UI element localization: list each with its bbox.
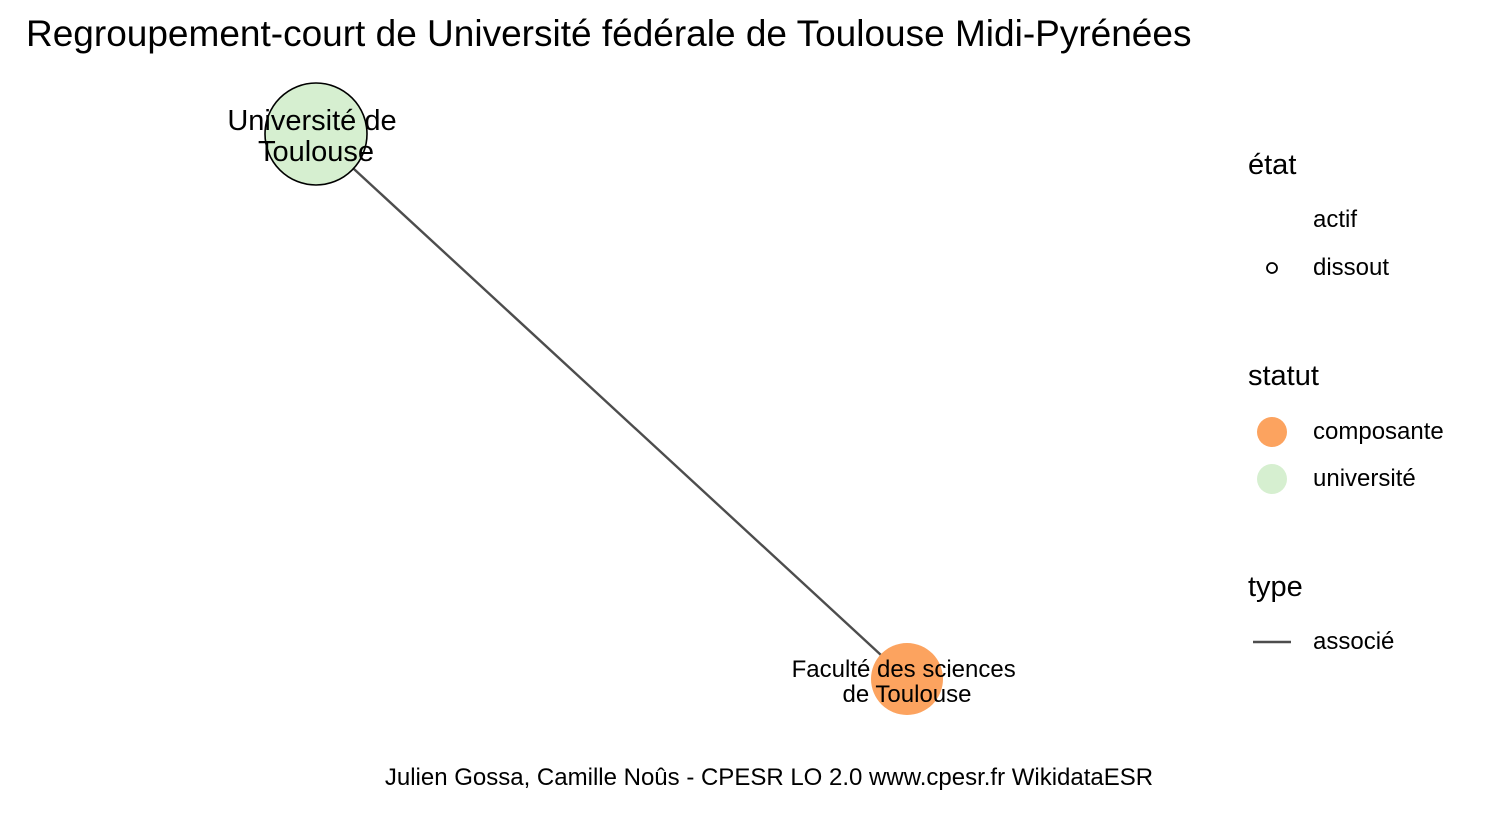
legend-label-dissout: dissout xyxy=(1313,254,1390,281)
node-label-faculte-des-sciences: Faculté des sciences de Toulouse xyxy=(792,656,1023,708)
node-label-line: de Toulouse xyxy=(843,681,972,708)
legend-key-universite-icon xyxy=(1257,464,1287,494)
node-circle-faculte-des-sciences xyxy=(871,643,943,715)
legend-key-associe-icon xyxy=(1253,640,1291,644)
legend-label-associe: associé xyxy=(1313,628,1395,655)
legend-title-statut: statut xyxy=(1248,360,1319,392)
node-label-universite-de-toulouse: Université de Toulouse xyxy=(227,105,404,168)
legend-label-universite: université xyxy=(1313,465,1416,492)
node-label-line: Université de xyxy=(227,105,396,137)
legend-label-actif: actif xyxy=(1313,206,1358,233)
caption: Julien Gossa, Camille Noûs - CPESR LO 2.… xyxy=(384,764,1154,791)
page-title: Regroupement-court de Université fédéral… xyxy=(26,13,1192,54)
legend-label-composante: composante xyxy=(1313,418,1444,445)
node-label-line: Toulouse xyxy=(258,136,374,168)
legend-key-actif xyxy=(1252,200,1292,240)
legend-key-dissout-icon xyxy=(1266,262,1278,274)
legend-key-composante-icon xyxy=(1257,417,1287,447)
graph-node-universite-de-toulouse[interactable]: Université de Toulouse xyxy=(227,82,404,186)
graph-edge-associe xyxy=(315,133,908,680)
graph-node-faculte-des-sciences[interactable]: Faculté des sciences de Toulouse xyxy=(792,643,1023,715)
legend-title-type: type xyxy=(1248,571,1303,603)
legend-title-etat: état xyxy=(1248,149,1297,181)
node-label-line: Faculté des sciences xyxy=(792,656,1016,683)
node-circle-universite-de-toulouse xyxy=(264,82,368,186)
